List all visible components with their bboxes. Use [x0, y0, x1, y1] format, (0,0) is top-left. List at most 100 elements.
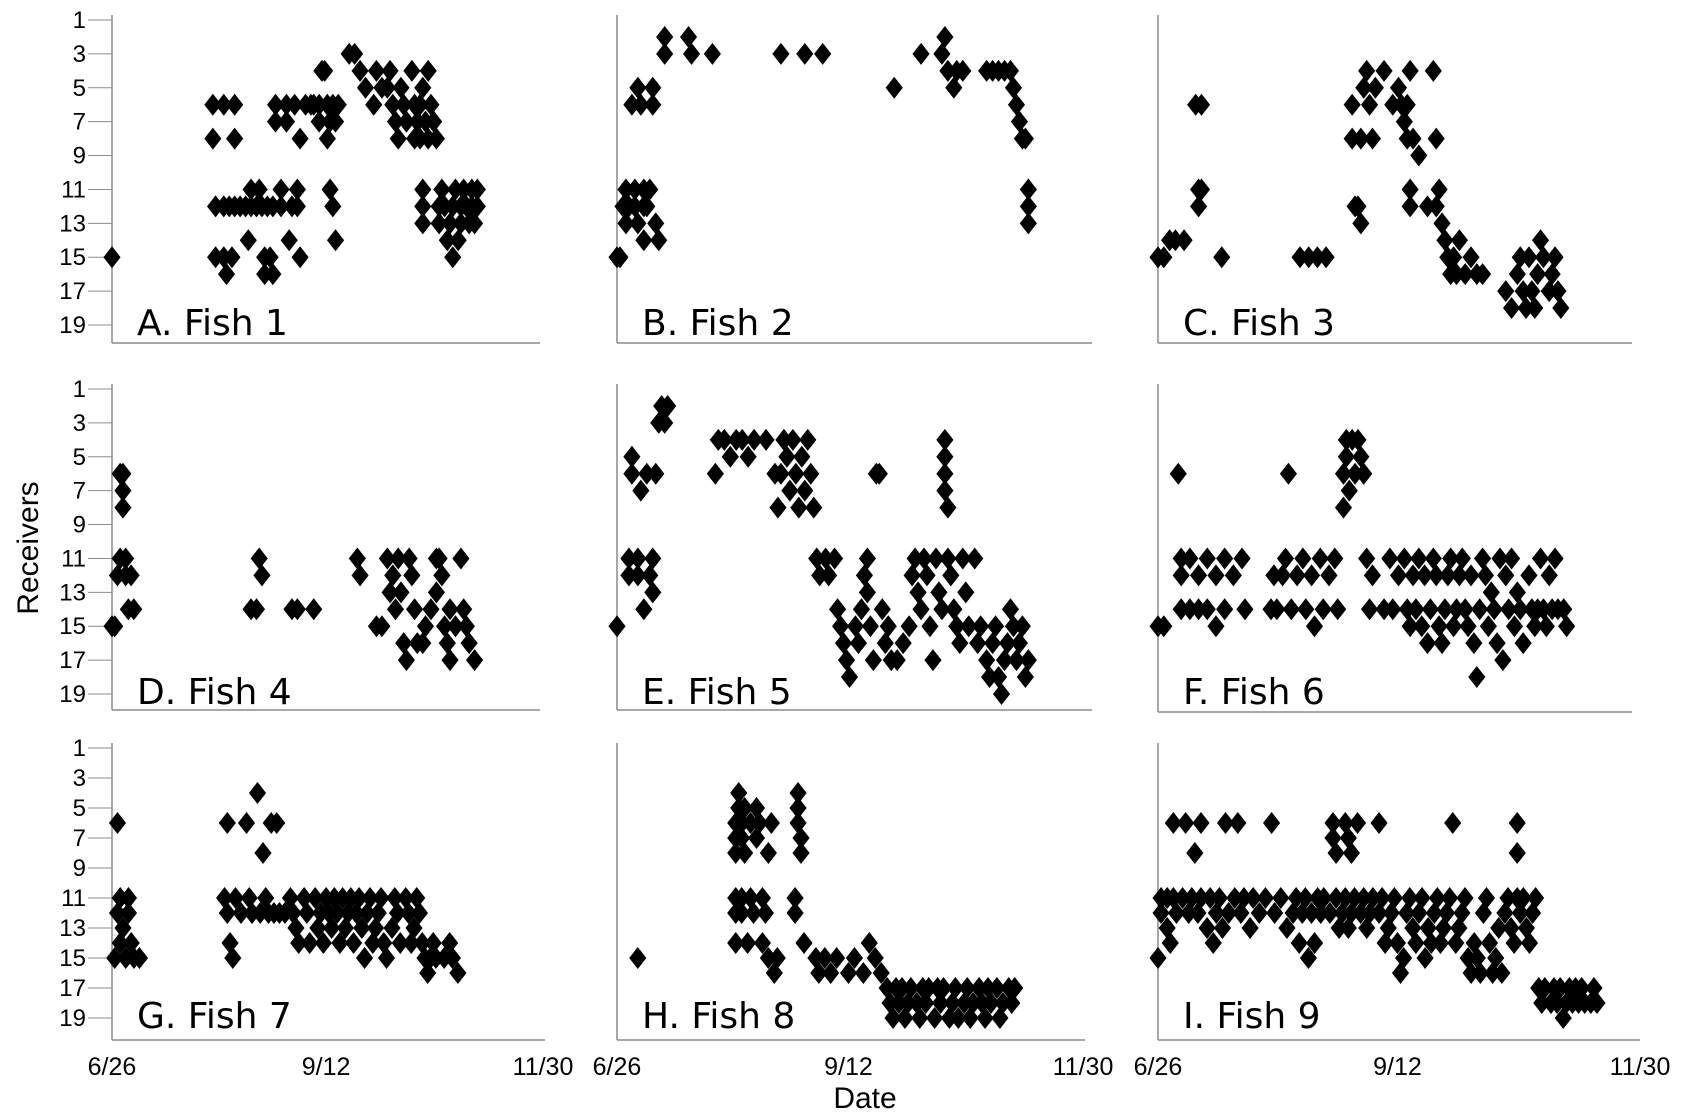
- data-point: [1355, 887, 1373, 909]
- data-point: [1241, 917, 1259, 939]
- data-point: [1427, 564, 1445, 587]
- data-point: [1201, 887, 1219, 909]
- data-point: [1456, 887, 1474, 909]
- data-point: [772, 42, 790, 65]
- data-point: [878, 977, 896, 999]
- data-point: [768, 947, 786, 969]
- data-point: [328, 902, 346, 924]
- data-point: [741, 812, 760, 834]
- data-point: [1375, 59, 1393, 82]
- data-point: [1352, 902, 1370, 924]
- data-point: [1366, 76, 1384, 99]
- data-point: [1546, 547, 1564, 570]
- data-point: [1233, 547, 1251, 570]
- data-point: [383, 917, 401, 939]
- data-point: [1352, 212, 1370, 235]
- data-point: [1395, 947, 1413, 969]
- data-point: [427, 581, 445, 604]
- data-point: [1370, 812, 1388, 834]
- data-point: [1164, 812, 1182, 834]
- y-tick-label: 11: [61, 545, 86, 572]
- data-point: [939, 547, 957, 570]
- data-point: [765, 962, 783, 984]
- y-tick-label: 3: [73, 410, 86, 437]
- data-point: [1517, 917, 1535, 939]
- data-point: [1004, 615, 1023, 638]
- data-point: [248, 782, 267, 804]
- data-point: [406, 598, 424, 621]
- data-point: [902, 977, 920, 999]
- data-point: [1431, 932, 1450, 954]
- data-point: [831, 615, 850, 638]
- data-point: [1418, 632, 1437, 655]
- data-point: [948, 615, 966, 638]
- data-point: [620, 564, 638, 587]
- data-point: [808, 547, 826, 570]
- data-point: [326, 229, 345, 252]
- data-point: [224, 947, 242, 969]
- data-point: [1311, 547, 1329, 570]
- data-point: [355, 947, 374, 969]
- data-point: [1315, 887, 1333, 909]
- data-point: [934, 977, 953, 999]
- data-point: [1479, 615, 1497, 638]
- data-point: [1488, 632, 1506, 655]
- panel-title: E. Fish 5: [642, 672, 792, 713]
- data-point: [1520, 564, 1538, 587]
- data-point: [896, 1007, 914, 1029]
- y-tick-label: 19: [59, 1005, 86, 1032]
- data-point: [386, 598, 405, 621]
- panel-3: C. Fish 3: [1149, 15, 1632, 344]
- data-point: [611, 246, 629, 269]
- data-point: [326, 110, 345, 133]
- data-point: [1189, 195, 1208, 218]
- data-point: [1447, 263, 1466, 286]
- data-point: [215, 887, 234, 909]
- data-point: [1282, 598, 1300, 621]
- data-point: [972, 615, 990, 638]
- data-point: [733, 902, 751, 924]
- data-point: [1172, 598, 1190, 621]
- data-point: [1471, 598, 1489, 621]
- data-point: [1333, 902, 1351, 924]
- x-tick-label: 9/12: [302, 1053, 351, 1081]
- data-point: [402, 932, 420, 954]
- data-point: [286, 93, 304, 116]
- data-point: [790, 496, 808, 519]
- data-point: [1324, 812, 1342, 834]
- data-point: [1001, 59, 1020, 82]
- data-point: [1229, 812, 1247, 834]
- data-point: [108, 812, 127, 834]
- panel-title: D. Fish 4: [137, 672, 292, 713]
- data-point: [1192, 178, 1211, 201]
- data-point: [1291, 246, 1309, 269]
- data-point: [384, 564, 402, 587]
- data-point: [1529, 263, 1547, 286]
- data-point: [789, 797, 807, 819]
- data-point: [130, 947, 149, 969]
- data-point: [635, 598, 653, 621]
- data-point: [1395, 110, 1413, 133]
- data-point: [455, 598, 473, 621]
- data-point: [1192, 93, 1211, 116]
- data-point: [316, 59, 334, 82]
- data-point: [936, 479, 954, 502]
- data-point: [215, 93, 233, 116]
- data-point: [620, 547, 638, 570]
- data-point: [1172, 564, 1190, 587]
- data-point: [1001, 598, 1020, 621]
- data-point: [915, 547, 933, 570]
- data-point: [912, 42, 930, 65]
- data-point: [1527, 887, 1545, 909]
- data-point: [1459, 615, 1477, 638]
- data-point: [1220, 902, 1238, 924]
- data-point: [358, 902, 376, 924]
- data-point: [1401, 615, 1419, 638]
- data-point: [1167, 902, 1186, 924]
- data-point: [789, 782, 807, 804]
- data-point: [323, 917, 341, 939]
- data-point: [1514, 632, 1532, 655]
- data-point: [789, 812, 807, 834]
- data-point: [957, 581, 975, 604]
